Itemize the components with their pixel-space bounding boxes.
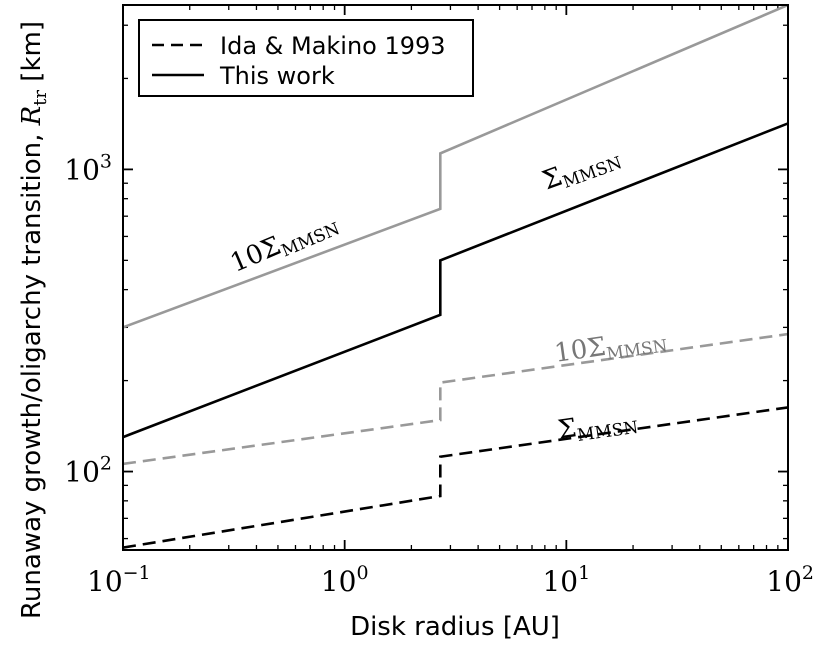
series-line-1: [123, 122, 788, 439]
plot-frame: [122, 4, 789, 551]
y-tick-label: 102: [64, 453, 112, 489]
annotation-layer: 10ΣMMSN ΣMMSN 10ΣMMSN ΣMMSN: [226, 141, 669, 449]
series-line-2: [123, 332, 788, 466]
annotation-label-0: 10ΣMMSN: [226, 207, 343, 282]
y-axis-label-sub: tr: [30, 90, 51, 106]
annotation-label-3: ΣMMSN: [556, 405, 640, 449]
series-layer: [123, 5, 788, 549]
y-axis-label-prefix: Runaway growth/oligarchy transition,: [17, 125, 47, 619]
legend-label-ida-makino: Ida & Makino 1993: [220, 32, 446, 60]
x-tick-label: 102: [766, 562, 814, 598]
tick-layer: 10−1 100 101 102 102 103: [64, 5, 814, 598]
legend-box: [138, 19, 474, 97]
annotation-label-1: ΣMMSN: [539, 141, 625, 199]
annotation-label-2: 10ΣMMSN: [553, 323, 669, 371]
legend-label-this-work: This work: [219, 62, 335, 90]
series-line-3: [123, 406, 788, 549]
y-tick-label: 103: [64, 150, 112, 186]
x-tick-label: 10−1: [87, 562, 151, 598]
y-axis-label: Runaway growth/oligarchy transition, Rtr…: [17, 21, 51, 619]
x-tick-label: 100: [321, 562, 369, 598]
series-line-0: [123, 5, 788, 329]
y-axis-label-symbol: R: [17, 106, 47, 127]
y-axis-label-suffix: [km]: [17, 21, 47, 90]
legend: Ida & Makino 1993 This work: [138, 19, 474, 97]
x-axis-label: Disk radius [AU]: [350, 612, 560, 642]
x-tick-label: 101: [542, 562, 590, 598]
